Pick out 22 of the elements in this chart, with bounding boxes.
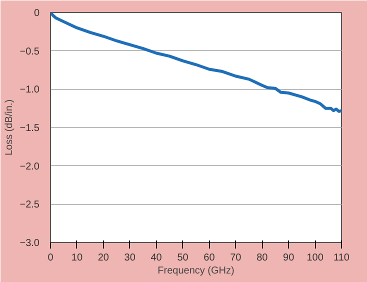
x-tick-label: 110: [334, 252, 350, 264]
y-tick-label: −1.0: [20, 84, 40, 96]
x-axis-title: Frequency (GHz): [158, 266, 234, 276]
x-tick-label: 0: [48, 252, 54, 264]
y-tick-label: 0: [34, 8, 40, 19]
y-tick-label: −2.5: [20, 200, 40, 211]
x-tick-label: 100: [306, 252, 324, 264]
y-tick-label: −2.0: [20, 161, 40, 172]
x-tick-label: 20: [98, 252, 110, 264]
y-tick-label: −0.5: [20, 46, 40, 58]
x-tick-label: 60: [204, 252, 216, 264]
x-tick-label: 40: [150, 252, 162, 264]
y-tick-label: −3.0: [20, 238, 40, 249]
x-tick-label: 50: [177, 252, 189, 264]
x-tick-label: 30: [124, 252, 136, 264]
y-axis-title: Loss (dB/in.): [4, 99, 15, 156]
y-tick-label: −1.5: [20, 123, 40, 134]
line-series: [50, 12, 342, 113]
x-tick-label: 90: [283, 252, 295, 264]
x-tick-label: 70: [230, 252, 242, 264]
x-tick-label: 10: [71, 252, 83, 264]
x-tick-label: 80: [256, 252, 268, 264]
